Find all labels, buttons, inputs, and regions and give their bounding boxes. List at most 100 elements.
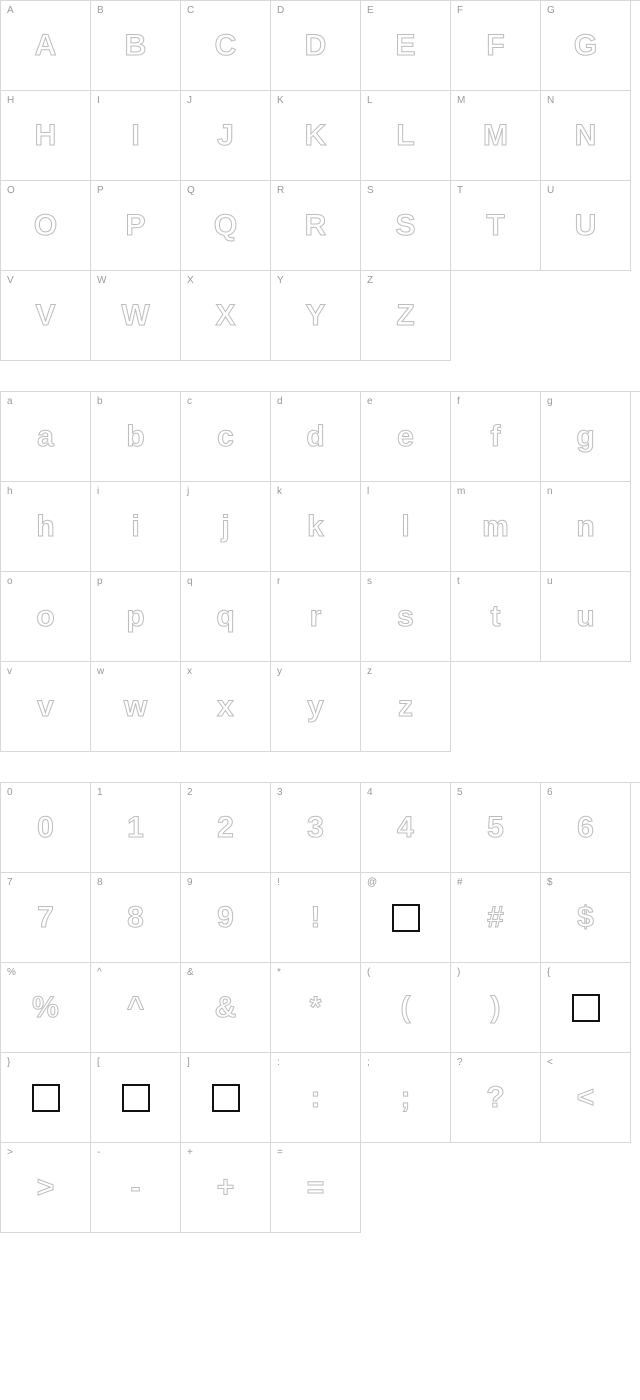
- glyph-cell[interactable]: %%: [1, 963, 91, 1053]
- glyph-cell[interactable]: ++: [181, 1143, 271, 1233]
- glyph-cell[interactable]: AA: [1, 1, 91, 91]
- glyph-cell[interactable]: ^^: [91, 963, 181, 1053]
- glyph-cell[interactable]: BB: [91, 1, 181, 91]
- glyph-cell[interactable]: ss: [361, 572, 451, 662]
- glyph-cell[interactable]: aa: [1, 392, 91, 482]
- glyph-cell[interactable]: nn: [541, 482, 631, 572]
- glyph-cell[interactable]: UU: [541, 181, 631, 271]
- glyph-cell[interactable]: QQ: [181, 181, 271, 271]
- glyph-cell[interactable]: 88: [91, 873, 181, 963]
- glyph-cell[interactable]: 00: [1, 783, 91, 873]
- glyph-cell[interactable]: RR: [271, 181, 361, 271]
- glyph-label: y: [277, 666, 282, 677]
- empty-cell: [451, 271, 541, 361]
- glyph-cell[interactable]: DD: [271, 1, 361, 91]
- glyph-cell[interactable]: ==: [271, 1143, 361, 1233]
- glyph-cell[interactable]: JJ: [181, 91, 271, 181]
- glyph-cell[interactable]: gg: [541, 392, 631, 482]
- glyph-cell[interactable]: ZZ: [361, 271, 451, 361]
- glyph-cell[interactable]: xx: [181, 662, 271, 752]
- glyph-cell[interactable]: &&: [181, 963, 271, 1053]
- glyph-char: l: [401, 512, 409, 542]
- glyph-label: o: [7, 576, 13, 587]
- glyph-char: 6: [577, 813, 594, 843]
- glyph-cell[interactable]: ff: [451, 392, 541, 482]
- glyph-cell[interactable]: LL: [361, 91, 451, 181]
- glyph-cell[interactable]: TT: [451, 181, 541, 271]
- glyph-cell[interactable]: yy: [271, 662, 361, 752]
- glyph-cell[interactable]: }: [1, 1053, 91, 1143]
- glyph-cell[interactable]: 44: [361, 783, 451, 873]
- glyph-cell[interactable]: cc: [181, 392, 271, 482]
- glyph-label: p: [97, 576, 103, 587]
- glyph-cell[interactable]: WW: [91, 271, 181, 361]
- glyph-cell[interactable]: <<: [541, 1053, 631, 1143]
- glyph-cell[interactable]: NN: [541, 91, 631, 181]
- glyph-cell[interactable]: kk: [271, 482, 361, 572]
- glyph-cell[interactable]: FF: [451, 1, 541, 91]
- glyph-label: k: [277, 486, 282, 497]
- glyph-cell[interactable]: HH: [1, 91, 91, 181]
- glyph-cell[interactable]: MM: [451, 91, 541, 181]
- glyph-cell[interactable]: rr: [271, 572, 361, 662]
- glyph-cell[interactable]: [: [91, 1053, 181, 1143]
- glyph-cell[interactable]: ll: [361, 482, 451, 572]
- glyph-cell[interactable]: **: [271, 963, 361, 1053]
- glyph-cell[interactable]: qq: [181, 572, 271, 662]
- glyph-label: D: [277, 5, 284, 16]
- glyph-cell[interactable]: @: [361, 873, 451, 963]
- glyph-cell[interactable]: bb: [91, 392, 181, 482]
- glyph-cell[interactable]: 22: [181, 783, 271, 873]
- glyph-cell[interactable]: KK: [271, 91, 361, 181]
- glyph-cell[interactable]: uu: [541, 572, 631, 662]
- glyph-cell[interactable]: 77: [1, 873, 91, 963]
- glyph-cell[interactable]: 66: [541, 783, 631, 873]
- glyph-cell[interactable]: YY: [271, 271, 361, 361]
- glyph-cell[interactable]: CC: [181, 1, 271, 91]
- glyph-label: N: [547, 95, 554, 106]
- glyph-cell[interactable]: EE: [361, 1, 451, 91]
- glyph-cell[interactable]: ]: [181, 1053, 271, 1143]
- glyph-char: z: [398, 692, 413, 722]
- glyph-cell[interactable]: --: [91, 1143, 181, 1233]
- glyph-cell[interactable]: XX: [181, 271, 271, 361]
- glyph-cell[interactable]: {: [541, 963, 631, 1053]
- glyph-cell[interactable]: ww: [91, 662, 181, 752]
- glyph-cell[interactable]: 99: [181, 873, 271, 963]
- glyph-cell[interactable]: 33: [271, 783, 361, 873]
- glyph-cell[interactable]: jj: [181, 482, 271, 572]
- glyph-char: U: [575, 211, 597, 241]
- glyph-label: *: [277, 967, 281, 978]
- glyph-cell[interactable]: hh: [1, 482, 91, 572]
- glyph-cell[interactable]: PP: [91, 181, 181, 271]
- glyph-cell[interactable]: SS: [361, 181, 451, 271]
- glyph-char: q: [216, 602, 234, 632]
- glyph-cell[interactable]: mm: [451, 482, 541, 572]
- glyph-cell[interactable]: ::: [271, 1053, 361, 1143]
- glyph-cell[interactable]: >>: [1, 1143, 91, 1233]
- glyph-char: x: [217, 692, 234, 722]
- glyph-cell[interactable]: tt: [451, 572, 541, 662]
- glyph-cell[interactable]: ((: [361, 963, 451, 1053]
- glyph-cell[interactable]: oo: [1, 572, 91, 662]
- glyph-cell[interactable]: ii: [91, 482, 181, 572]
- glyph-cell[interactable]: ??: [451, 1053, 541, 1143]
- glyph-cell[interactable]: ee: [361, 392, 451, 482]
- glyph-cell[interactable]: 11: [91, 783, 181, 873]
- glyph-char: 2: [217, 813, 234, 843]
- glyph-cell[interactable]: ;;: [361, 1053, 451, 1143]
- glyph-cell[interactable]: II: [91, 91, 181, 181]
- glyph-cell[interactable]: $$: [541, 873, 631, 963]
- glyph-cell[interactable]: 55: [451, 783, 541, 873]
- glyph-cell[interactable]: vv: [1, 662, 91, 752]
- glyph-cell[interactable]: GG: [541, 1, 631, 91]
- glyph-cell[interactable]: VV: [1, 271, 91, 361]
- glyph-cell[interactable]: pp: [91, 572, 181, 662]
- glyph-cell[interactable]: ##: [451, 873, 541, 963]
- glyph-cell[interactable]: dd: [271, 392, 361, 482]
- glyph-cell[interactable]: OO: [1, 181, 91, 271]
- glyph-label: %: [7, 967, 16, 978]
- glyph-cell[interactable]: )): [451, 963, 541, 1053]
- glyph-cell[interactable]: !!: [271, 873, 361, 963]
- glyph-cell[interactable]: zz: [361, 662, 451, 752]
